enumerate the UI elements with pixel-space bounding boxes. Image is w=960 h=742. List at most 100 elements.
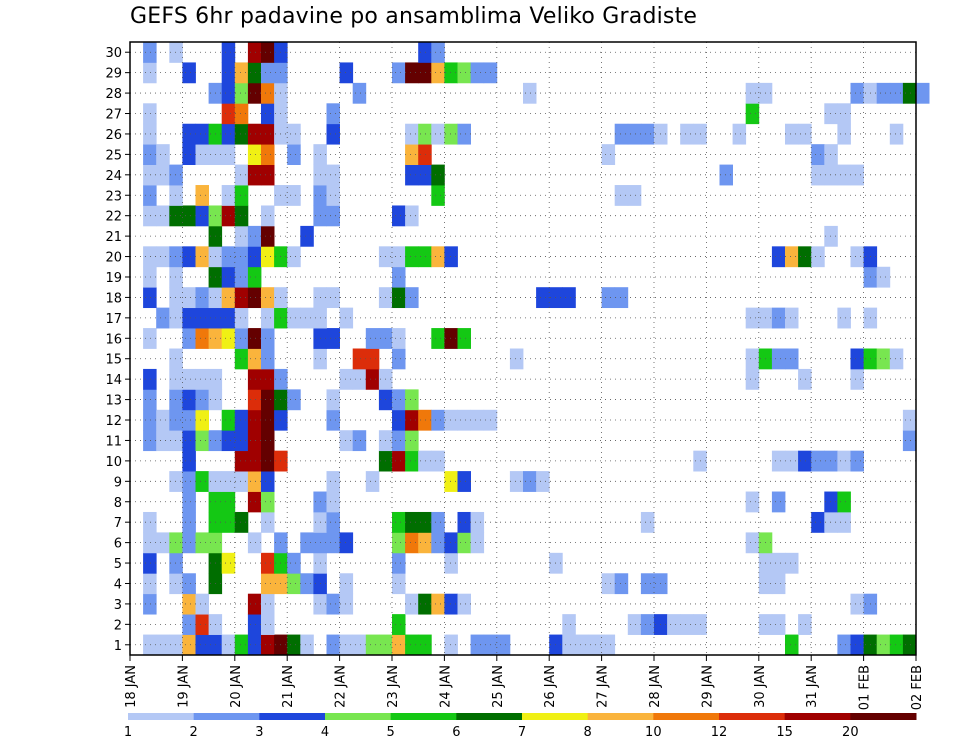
x-tick-label: 23 JAN bbox=[386, 665, 401, 708]
heatmap-cell bbox=[418, 123, 432, 145]
heatmap-cell bbox=[811, 450, 825, 472]
x-tick-label: 01 FEB bbox=[858, 665, 873, 710]
heatmap-cell bbox=[470, 634, 485, 656]
heatmap-cell bbox=[169, 471, 183, 492]
heatmap-cell bbox=[182, 328, 196, 349]
heatmap-cell bbox=[667, 614, 681, 635]
heatmap-cell bbox=[536, 471, 550, 492]
heatmap-cell bbox=[221, 42, 236, 63]
heatmap-cell bbox=[418, 593, 432, 615]
heatmap-cell bbox=[143, 164, 157, 186]
heatmap-cell bbox=[339, 307, 354, 329]
heatmap-cell bbox=[169, 573, 183, 595]
heatmap-cell bbox=[326, 511, 340, 533]
heatmap-cell bbox=[719, 164, 733, 186]
legend-label: 1 bbox=[124, 725, 132, 740]
heatmap-cell bbox=[405, 511, 419, 533]
heatmap-cell bbox=[798, 246, 812, 268]
heatmap-cell bbox=[562, 287, 576, 309]
heatmap-cell bbox=[771, 552, 786, 574]
heatmap-cell bbox=[392, 614, 406, 635]
heatmap-cell bbox=[143, 532, 157, 554]
heatmap-cell bbox=[811, 246, 825, 268]
heatmap-cell bbox=[195, 614, 209, 635]
heatmap-cell bbox=[169, 42, 183, 63]
heatmap-cell bbox=[247, 389, 262, 411]
heatmap-cell bbox=[902, 409, 917, 431]
heatmap-cell bbox=[405, 450, 419, 472]
y-tick-label: 19 bbox=[105, 271, 122, 286]
heatmap-cell bbox=[444, 532, 458, 554]
color-legend: 1 2 3 4 5 6 7 8 10 12 15 20 bbox=[124, 713, 917, 740]
y-tick-label: 10 bbox=[105, 455, 122, 470]
heatmap-cell bbox=[221, 144, 236, 165]
legend-label: 20 bbox=[842, 725, 859, 740]
heatmap-cell bbox=[876, 82, 891, 104]
x-tick-label: 30 JAN bbox=[753, 665, 768, 708]
heatmap-cell bbox=[339, 573, 354, 595]
heatmap-cell bbox=[771, 573, 786, 595]
heatmap-cell bbox=[143, 185, 157, 206]
heatmap-cell bbox=[247, 62, 262, 84]
heatmap-cell bbox=[431, 246, 445, 268]
heatmap-cell bbox=[431, 328, 445, 349]
heatmap-cell bbox=[771, 246, 786, 268]
heatmap-cell bbox=[392, 389, 406, 411]
heatmap-cell bbox=[234, 287, 249, 309]
heatmap-cell bbox=[405, 532, 419, 554]
heatmap-cell bbox=[785, 634, 799, 656]
heatmap-cell bbox=[431, 42, 445, 63]
heatmap-cell bbox=[261, 573, 275, 595]
heatmap-cell bbox=[392, 246, 406, 268]
heatmap-cell bbox=[392, 573, 406, 595]
heatmap-cell bbox=[392, 328, 406, 349]
heatmap-cell bbox=[824, 511, 838, 533]
heatmap-cell bbox=[234, 511, 249, 533]
y-tick-label: 16 bbox=[105, 332, 122, 347]
heatmap-cell bbox=[837, 307, 851, 329]
heatmap-cell bbox=[431, 511, 445, 533]
legend-swatch bbox=[456, 713, 523, 720]
heatmap-cell bbox=[195, 389, 209, 411]
heatmap-cell bbox=[234, 225, 249, 247]
heatmap-cell bbox=[169, 246, 183, 268]
heatmap-cell bbox=[261, 348, 275, 370]
heatmap-cell bbox=[261, 328, 275, 349]
heatmap-cell bbox=[143, 42, 157, 63]
heatmap-cell bbox=[261, 82, 275, 104]
heatmap-cell bbox=[352, 430, 367, 452]
heatmap-cell bbox=[234, 634, 249, 656]
heatmap-cell bbox=[182, 471, 196, 492]
heatmap-cell bbox=[916, 82, 930, 104]
heatmap-cell bbox=[182, 307, 196, 329]
heatmap-cell bbox=[156, 164, 170, 186]
heatmap-cell bbox=[143, 511, 157, 533]
heatmap-cell bbox=[523, 82, 537, 104]
heatmap-cell bbox=[601, 144, 616, 165]
legend-label: 8 bbox=[584, 725, 592, 740]
y-tick-label: 14 bbox=[105, 373, 122, 388]
heatmap-cell bbox=[785, 450, 799, 472]
heatmap-cell bbox=[234, 328, 249, 349]
legend-swatch bbox=[522, 713, 589, 720]
heatmap-cell bbox=[509, 471, 524, 492]
heatmap-cell bbox=[143, 409, 157, 431]
heatmap-cell bbox=[261, 205, 275, 227]
y-tick-label: 1 bbox=[114, 639, 122, 654]
heatmap-cell bbox=[470, 409, 485, 431]
heatmap-cell bbox=[837, 450, 851, 472]
heatmap-cell bbox=[182, 614, 196, 635]
heatmap-cell bbox=[418, 409, 432, 431]
heatmap-cell bbox=[889, 123, 904, 145]
y-tick-label: 7 bbox=[114, 516, 122, 531]
heatmap-cell bbox=[352, 634, 367, 656]
heatmap-cell bbox=[392, 62, 406, 84]
heatmap-cell bbox=[850, 348, 864, 370]
heatmap-cell bbox=[234, 246, 249, 268]
heatmap-cell bbox=[824, 103, 838, 125]
heatmap-cell bbox=[169, 287, 183, 309]
heatmap-cell bbox=[195, 368, 209, 390]
y-tick-label: 22 bbox=[105, 210, 122, 225]
heatmap-cell bbox=[143, 573, 157, 595]
heatmap-cell bbox=[457, 328, 471, 349]
